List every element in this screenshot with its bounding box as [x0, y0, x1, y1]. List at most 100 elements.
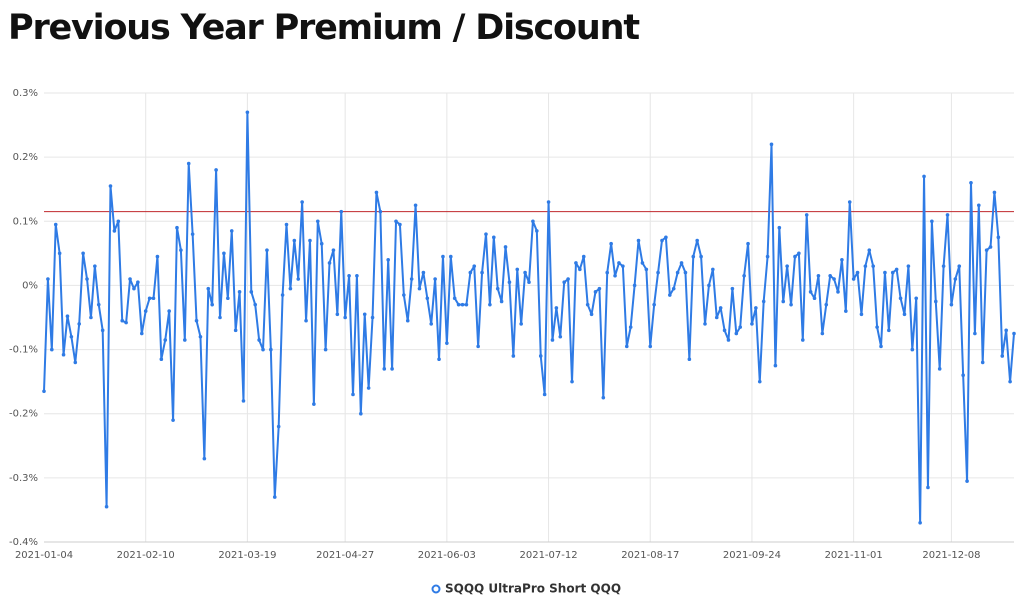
data-point	[718, 306, 723, 310]
data-point	[484, 232, 488, 236]
data-point	[464, 302, 469, 307]
data-point	[812, 296, 817, 301]
data-point	[840, 257, 844, 262]
data-point	[894, 267, 899, 272]
data-point	[867, 248, 872, 252]
data-point	[190, 232, 195, 236]
data-point	[202, 456, 207, 461]
data-point	[323, 347, 328, 352]
data-point	[816, 274, 821, 278]
data-point	[664, 235, 668, 240]
data-point	[296, 277, 301, 281]
data-point	[589, 312, 594, 317]
data-point	[362, 312, 367, 317]
data-point	[468, 270, 473, 275]
data-point	[139, 331, 144, 336]
x-tick-label: 2021-04-27	[316, 550, 374, 561]
data-point	[519, 322, 523, 326]
data-point	[300, 200, 304, 204]
data-point	[398, 222, 402, 227]
data-point	[711, 267, 715, 272]
data-point	[687, 357, 692, 361]
data-point	[112, 229, 117, 233]
data-point	[976, 203, 981, 208]
data-point	[773, 363, 778, 368]
data-point	[85, 277, 89, 281]
data-point	[319, 241, 324, 246]
data-point	[405, 318, 410, 323]
data-point	[413, 203, 418, 208]
data-point	[902, 312, 907, 317]
data-point	[554, 306, 559, 310]
data-point	[429, 322, 434, 326]
data-point	[624, 344, 629, 349]
data-point	[746, 241, 750, 246]
data-point	[844, 309, 848, 313]
data-point	[605, 270, 610, 275]
data-point	[308, 238, 312, 243]
data-point	[656, 270, 660, 275]
data-point	[996, 235, 1001, 240]
data-point	[828, 274, 832, 278]
data-point	[640, 261, 645, 265]
data-point	[691, 254, 696, 259]
data-point	[875, 325, 879, 329]
data-point	[652, 302, 656, 307]
data-point	[824, 302, 829, 307]
x-tick-label: 2021-08-17	[621, 550, 679, 561]
data-point	[194, 318, 199, 323]
data-point	[726, 338, 731, 342]
data-point	[472, 264, 477, 268]
data-point	[249, 290, 254, 294]
data-point	[136, 280, 140, 285]
data-point	[617, 261, 621, 265]
data-point	[984, 248, 989, 252]
data-point	[851, 277, 856, 281]
data-point	[331, 248, 336, 252]
data-point	[933, 299, 938, 304]
data-point	[81, 251, 85, 256]
data-point	[836, 290, 840, 294]
data-point	[61, 352, 66, 357]
data-point	[542, 392, 547, 397]
data-point	[601, 395, 606, 400]
data-point	[671, 286, 676, 291]
data-point	[926, 485, 930, 490]
data-point	[527, 280, 531, 285]
data-point	[355, 274, 359, 278]
data-point	[558, 334, 563, 339]
data-point	[218, 315, 222, 320]
data-point	[417, 286, 422, 291]
data-point	[609, 241, 613, 246]
data-point	[531, 219, 535, 224]
data-point	[769, 142, 774, 147]
data-point	[703, 322, 707, 326]
data-point	[847, 200, 852, 204]
data-point	[65, 314, 70, 319]
data-point	[906, 264, 911, 268]
legend-marker	[431, 584, 441, 594]
data-point	[804, 213, 809, 217]
data-point	[898, 296, 903, 301]
y-tick-label: -0.3%	[9, 473, 38, 484]
data-point	[272, 495, 277, 499]
data-point	[538, 354, 543, 358]
data-point	[922, 174, 926, 179]
data-point	[761, 299, 766, 304]
data-point	[448, 254, 453, 259]
data-point	[167, 309, 171, 313]
data-point	[754, 306, 758, 310]
data-point	[648, 344, 653, 349]
data-point	[941, 264, 946, 268]
y-tick-label: -0.1%	[9, 345, 38, 356]
data-point	[186, 161, 191, 166]
data-point	[581, 254, 586, 259]
data-point	[578, 267, 582, 272]
data-point	[276, 424, 281, 429]
data-point	[339, 209, 344, 214]
data-point	[441, 254, 445, 259]
data-point	[910, 347, 915, 352]
data-point	[143, 309, 148, 313]
data-point	[507, 280, 512, 285]
